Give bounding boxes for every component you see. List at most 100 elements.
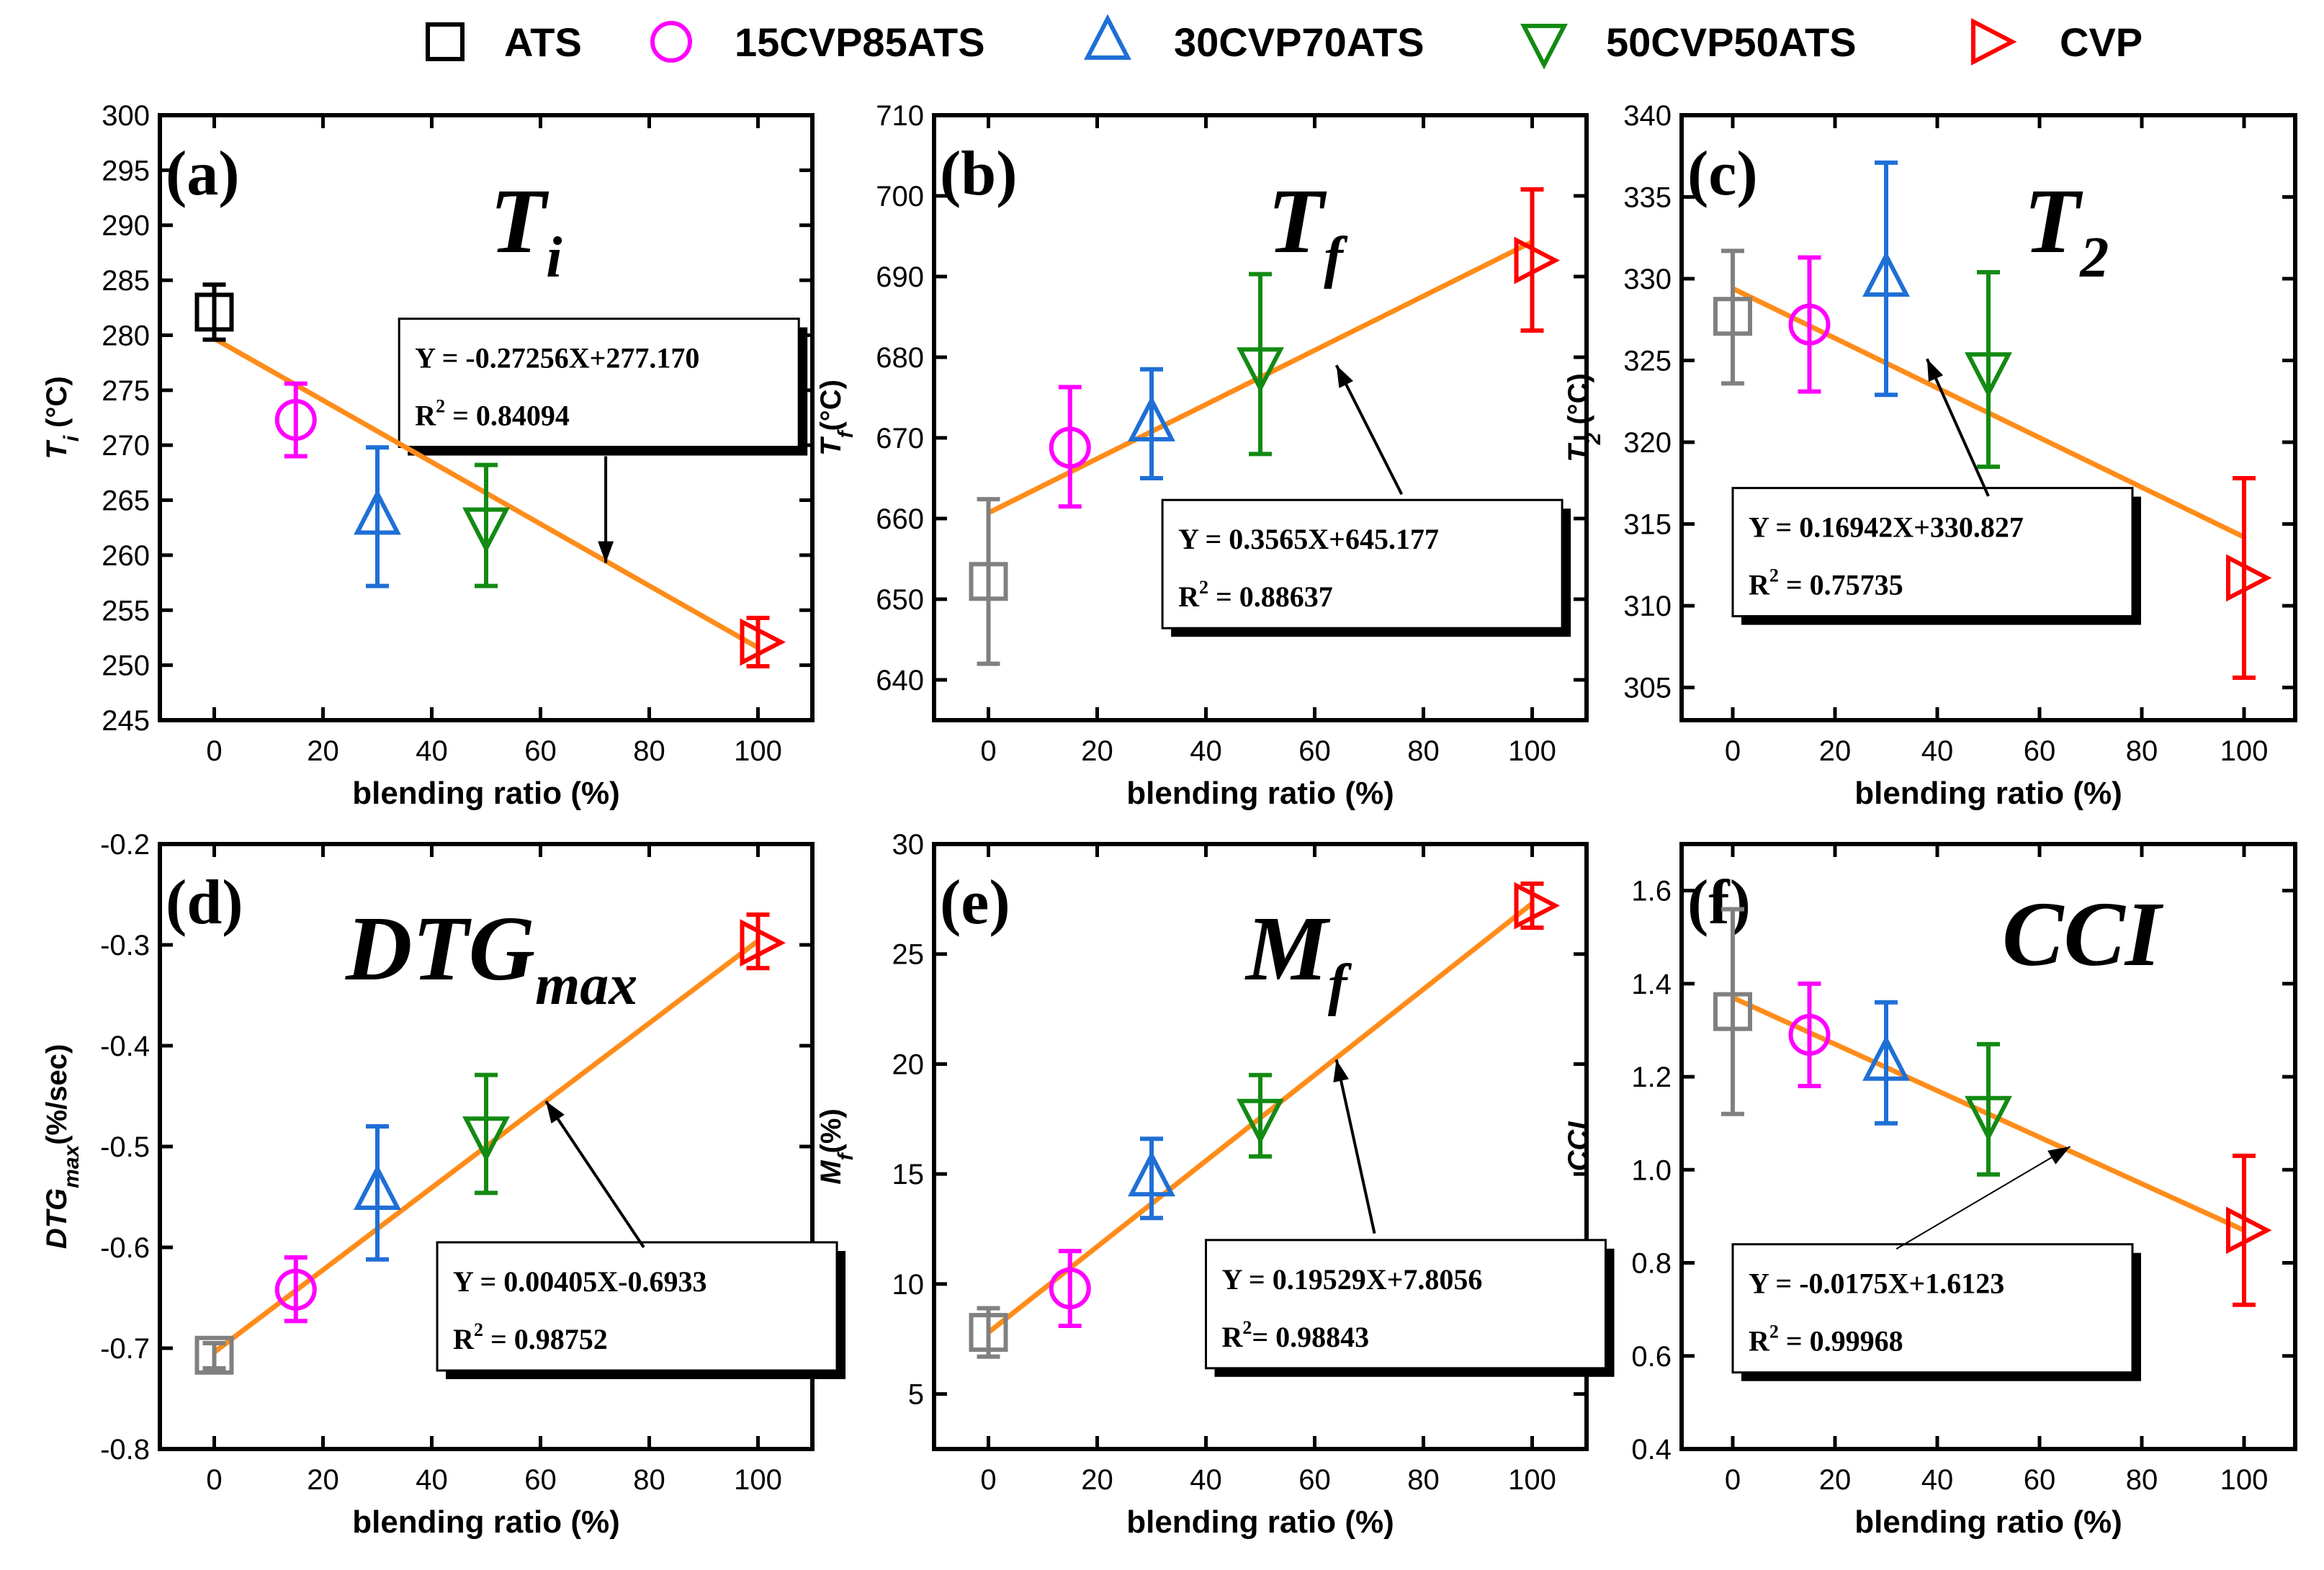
x-tick-label: 20 [307,1464,339,1496]
x-tick-label: 80 [1407,735,1440,767]
annotation-arrow-head [2047,1147,2070,1165]
data-point [2226,1206,2272,1255]
data-point [354,1164,401,1210]
legend-label: 30CVP70ATS [1174,19,1425,65]
x-axis-label: blending ratio (%) [1126,1504,1394,1540]
x-axis-label: blending ratio (%) [1126,776,1394,811]
fit-equation: Y = 0.00405X-0.6933 [453,1265,706,1298]
y-tick-label: 25 [892,939,925,971]
r-squared: R2 = 0.88637 [1178,577,1333,613]
plot-frame [932,113,1589,722]
data-point [274,399,317,441]
panel-title: T2 [2024,170,2109,290]
x-tick-label: 100 [1508,1464,1556,1496]
r-squared-symbol: R [1178,580,1200,613]
data-point [1788,303,1831,346]
x-tick-label: 20 [307,735,339,767]
r-squared-exponent: 2 [1199,577,1208,598]
y-tick-label: 295 [102,155,150,187]
annotation-arrow-line [1334,364,1404,495]
data-point [462,1116,510,1162]
y-tick-label: 250 [102,650,150,682]
fit-equation: Y = -0.0175X+1.6123 [1749,1268,2004,1300]
y-tick-label: 290 [102,210,150,242]
error-bar [746,615,770,669]
panel-title: CCI [2002,883,2164,985]
data-point [1128,1150,1175,1197]
data-point [194,1335,234,1375]
error-bar [284,381,308,459]
fit-equation: Y = -0.27256X+277.170 [415,342,699,374]
x-tick-label: 20 [1081,735,1113,767]
error-bar [977,497,1000,666]
data-point [740,919,786,967]
error-bar [1721,248,1744,386]
r-squared-symbol: R [1749,1325,1770,1358]
plot-frame [932,842,1589,1451]
plot-frame [1679,113,2297,722]
data-point [740,618,786,666]
error-bar [1977,269,2000,470]
y-tick-label: 5 [908,1379,924,1411]
error-bar [366,1124,389,1262]
panel-title-sub: max [535,954,637,1017]
panel-letter: (d) [166,868,243,938]
data-point [354,488,401,535]
panel-title-main: T [490,170,549,272]
y-tick-label: 1.4 [1631,969,1672,1000]
y-tick-label: 650 [876,584,924,616]
y-axis-label: CCI [1563,1121,1594,1172]
r-squared-value: = 0.75735 [1779,569,1903,601]
x-tick-label: 0 [980,735,996,767]
x-tick-label: 40 [1921,735,1954,767]
y-tick-label: 300 [102,100,150,132]
r-squared-exponent: 2 [1769,1322,1779,1342]
r-squared-value: = 0.98843 [1252,1321,1369,1353]
data-point [1237,1098,1284,1145]
data-point [274,1268,317,1311]
equation-box [1205,1239,1607,1370]
legend-label: CVP [2060,19,2143,65]
data-point [1049,1268,1091,1310]
y-axis-label-unit: (°C) [41,376,73,436]
legend-label: 50CVP50ATS [1606,19,1857,65]
annotation-arrow-line [544,1100,645,1249]
error-bar [1058,1249,1082,1328]
y-tick-label: 310 [1623,591,1672,622]
x-tick-label: 0 [206,735,222,767]
x-tick-label: 100 [2220,1464,2269,1496]
x-tick-label: 40 [416,1464,448,1496]
r-squared-exponent: 2 [1769,565,1779,586]
panel-title: Mf [1244,897,1352,1017]
panel-letter: (b) [940,139,1018,209]
x-tick-label: 60 [524,1464,557,1496]
x-tick-label: 0 [1725,735,1741,767]
y-tick-label: 265 [102,485,150,517]
error-bar [284,1255,308,1324]
panel-title-main: T [1268,170,1327,272]
x-tick-label: 40 [1921,1464,1954,1496]
data-point [194,292,234,332]
error-bar [1798,255,1821,394]
x-tick-label: 100 [1508,735,1556,767]
panel-letter: (c) [1687,139,1758,209]
data-point [1237,347,1284,393]
fit-equation: Y = 0.19529X+7.8056 [1222,1263,1483,1296]
y-tick-label: 1.0 [1631,1154,1672,1186]
legend: ATS 15CVP85ATS 30CVP70ATS 50CVP50ATS CVP [426,14,2143,70]
equation-box [1731,487,2134,618]
chart-panel: 0 20 40 60 80 100 -0.8 -0.7 -0.6 -0.5 -0.4 -0.3 -0.2… [41,829,846,1540]
y-tick-label: 640 [876,665,924,696]
error-bar [1520,881,1544,930]
legend-marker [1084,14,1131,60]
chart-panel: 0 20 40 60 80 100 305 310 315 320 325 330 335 340 blen… [1563,100,2297,811]
x-axis-label: blending ratio (%) [352,1504,620,1540]
y-tick-label: 280 [102,320,150,351]
data-point [1965,1095,2012,1142]
panel-title-sub: i [546,226,562,290]
data-point [1049,426,1091,469]
fit-equation: Y = 0.16942X+330.827 [1749,511,2024,544]
error-bar [475,462,498,588]
legend-marker [426,22,465,61]
error-bar [1875,1000,1898,1126]
